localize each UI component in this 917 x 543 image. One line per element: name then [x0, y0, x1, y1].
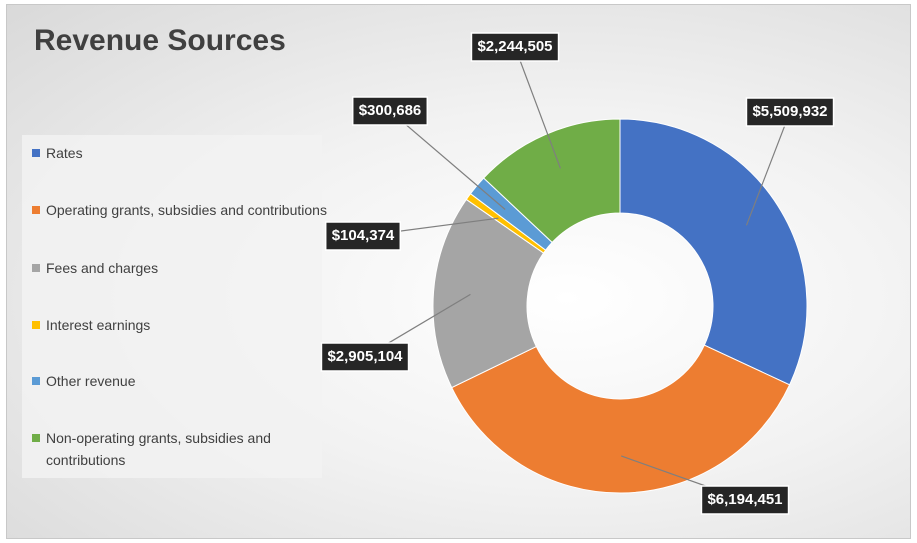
data-label-box: [351, 96, 429, 126]
data-label: $6,194,451: [707, 491, 782, 508]
legend-item: Rates: [32, 142, 331, 164]
leader-line: [389, 110, 506, 210]
legend-item: Non-operating grants, subsidies and cont…: [32, 427, 331, 471]
donut-segment: [619, 118, 808, 386]
legend-swatch: [32, 206, 40, 214]
data-label: $2,905,104: [327, 348, 403, 365]
data-label-box: [320, 342, 410, 372]
donut-segment: [482, 118, 621, 244]
leader-line: [745, 111, 791, 226]
legend-swatch: [32, 377, 40, 385]
data-label-box: [700, 485, 790, 515]
legend-swatch: [32, 149, 40, 157]
data-label: $5,509,932: [752, 103, 827, 120]
donut-segment: [432, 198, 545, 389]
legend-label: Rates: [46, 145, 83, 161]
legend-label: Non-operating grants, subsidies and cont…: [46, 430, 271, 468]
data-label-box: [745, 97, 835, 127]
legend-item: Interest earnings: [32, 314, 331, 336]
donut-segment: [451, 344, 791, 494]
legend-item: Fees and charges: [32, 257, 331, 279]
data-label: $300,686: [359, 102, 422, 119]
data-label-box: [470, 32, 560, 62]
legend-item: Other revenue: [32, 370, 331, 392]
chart-title: Revenue Sources: [34, 24, 286, 57]
data-label-box: [324, 221, 402, 251]
data-label: $2,244,505: [477, 38, 552, 55]
legend-swatch: [32, 264, 40, 272]
data-label: $104,374: [332, 227, 395, 244]
leader-line: [514, 46, 561, 169]
legend-label: Fees and charges: [46, 260, 159, 276]
legend-swatch: [32, 321, 40, 329]
legend-label: Operating grants, subsidies and contribu…: [46, 202, 327, 218]
legend-swatch: [32, 434, 40, 442]
legend-label: Interest earnings: [46, 317, 151, 333]
legend-item: Operating grants, subsidies and contribu…: [32, 199, 331, 221]
legend: Rates Operating grants, subsidies and con…: [22, 135, 327, 478]
legend-label: Other revenue: [46, 373, 136, 389]
